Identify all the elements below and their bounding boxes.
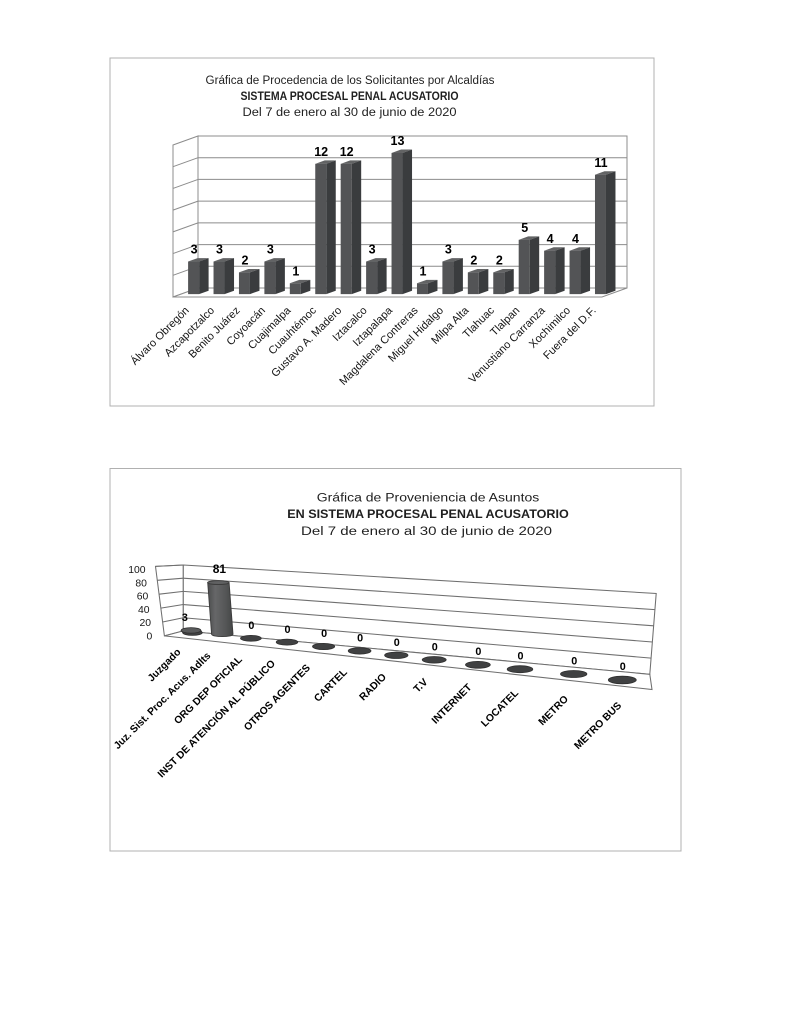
svg-text:81: 81 [213,562,227,576]
svg-text:1: 1 [420,264,427,278]
svg-text:0: 0 [517,651,523,663]
svg-text:4: 4 [572,232,579,246]
svg-text:20: 20 [139,618,151,629]
svg-text:4: 4 [547,232,554,246]
svg-text:0: 0 [284,624,290,636]
svg-text:EN SISTEMA PROCESAL PENAL ACUS: EN SISTEMA PROCESAL PENAL ACUSATORIO [287,509,569,521]
svg-text:5: 5 [521,221,528,235]
svg-text:0: 0 [620,661,626,673]
svg-text:Del 7 de enero al 30 de j: Del 7 de enero al 30 de junio de 2020 [243,107,457,119]
svg-text:60: 60 [137,592,149,603]
svg-text:1: 1 [292,264,299,278]
svg-text:13: 13 [391,134,405,148]
svg-text:80: 80 [135,578,147,589]
svg-text:12: 12 [340,145,354,159]
svg-text:0: 0 [357,633,363,645]
svg-text:0: 0 [147,631,153,642]
svg-text:3: 3 [216,243,223,257]
svg-text:12: 12 [314,145,328,159]
svg-text:0: 0 [248,620,254,632]
svg-text:3: 3 [445,243,452,257]
svg-text:100: 100 [128,565,146,576]
svg-text:3: 3 [182,612,188,624]
svg-text:40: 40 [138,605,150,616]
svg-text:Gráfica de Proveniencia de Asu: Gráfica de Proveniencia de Asuntos [317,493,540,505]
svg-text:2: 2 [242,254,249,268]
svg-text:0: 0 [394,637,400,649]
svg-text:2: 2 [470,254,477,268]
svg-text:0: 0 [571,655,577,667]
svg-text:Del 7 de enero al 30 de ju: Del 7 de enero al 30 de junio de 2020 [301,526,552,538]
svg-text:0: 0 [321,628,327,640]
svg-text:11: 11 [594,156,607,170]
svg-text:0: 0 [432,641,438,653]
svg-text:Gráfica de Procedencia de los: Gráfica de Procedencia de los Solicitant… [206,75,495,87]
svg-text:SISTEMA PROCESAL PENAL ACUSATO: SISTEMA PROCESAL PENAL ACUSATORIO [241,91,459,103]
svg-text:3: 3 [369,243,376,257]
svg-text:3: 3 [191,243,198,257]
svg-text:3: 3 [267,243,274,257]
svg-text:2: 2 [496,254,503,268]
svg-text:0: 0 [475,646,481,658]
